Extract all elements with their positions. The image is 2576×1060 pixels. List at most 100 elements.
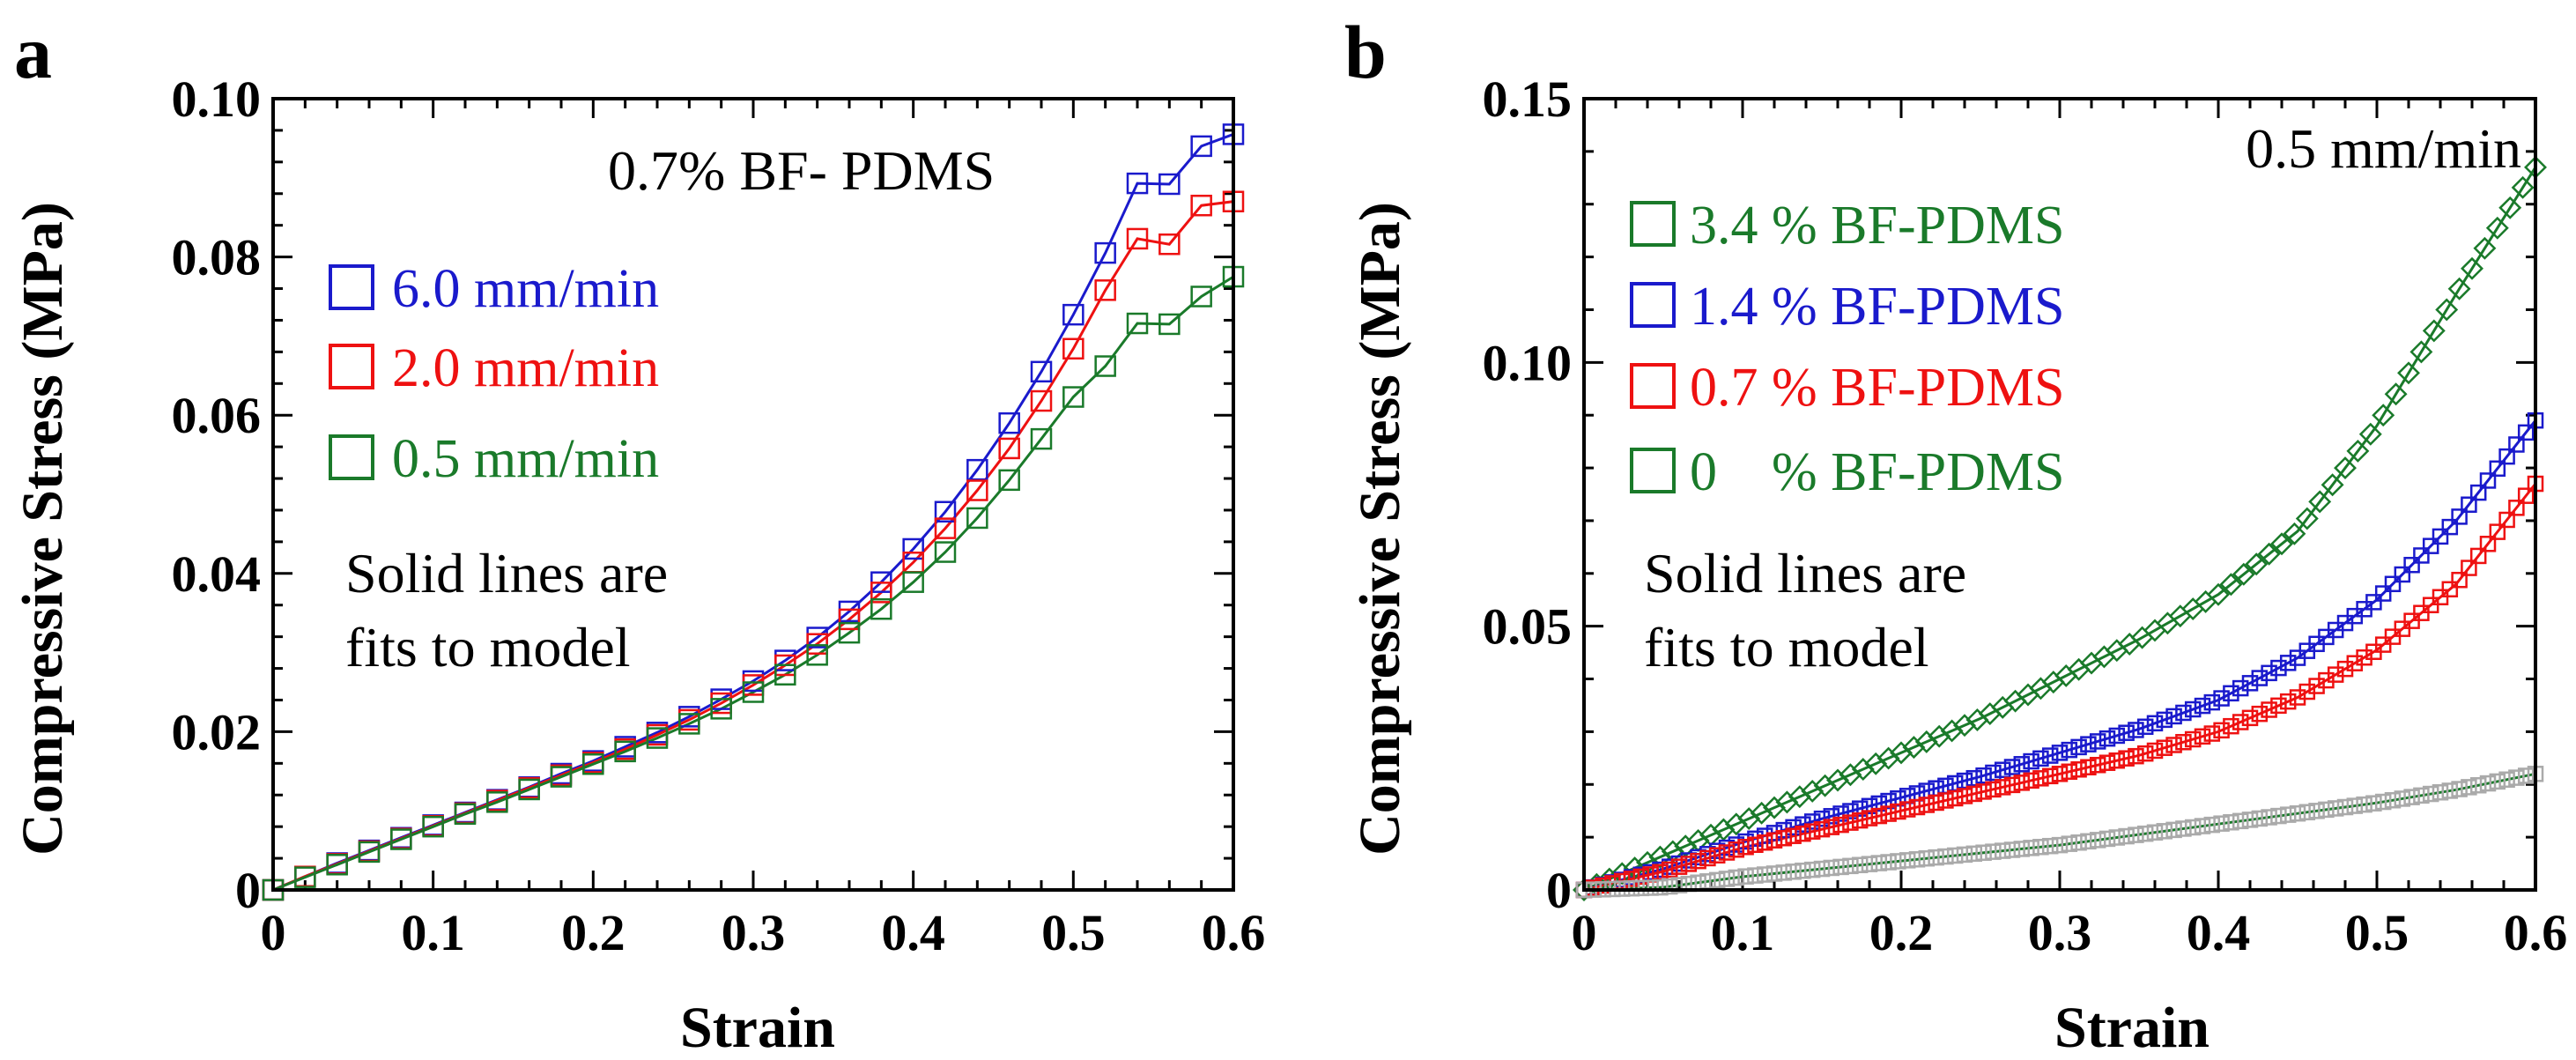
data-point-b-1	[2051, 745, 2069, 761]
data-point-b-0	[2321, 473, 2344, 497]
data-point-b-3	[2365, 795, 2382, 812]
data-point-b-1	[2498, 448, 2515, 465]
data-point-b-2	[2356, 649, 2372, 666]
panel-title-a: 0.7% BF- PDMS	[608, 139, 995, 202]
y-tick-label-a: 0.02	[172, 703, 262, 760]
data-point-b-1	[2061, 741, 2078, 759]
data-point-b-1	[1985, 764, 2002, 782]
data-point-b-3	[1756, 866, 1773, 883]
data-point-b-3	[2089, 832, 2106, 849]
data-point-b-3	[2261, 809, 2277, 826]
data-point-a-2	[518, 778, 540, 801]
data-point-b-3	[2374, 793, 2392, 811]
legend-b: 3.4 % BF-PDMS 1.4 % BF-PDMS 0.7 % BF-PDM…	[1630, 196, 2065, 502]
data-point-b-3	[1937, 848, 1954, 865]
legend-item-0: 0 % BF-PDMS	[1630, 442, 2065, 502]
legend-label-6mm: 6.0 mm/min	[392, 259, 659, 319]
data-point-b-3	[2308, 803, 2325, 819]
data-point-b-3	[1832, 858, 1849, 876]
legend-item-07: 0.7 % BF-PDMS	[1630, 358, 2065, 418]
x-tick-label-b: 0	[1572, 904, 1597, 961]
data-point-b-2	[2213, 722, 2230, 739]
data-point-b-2	[1832, 816, 1849, 834]
x-tick-label-a: 0.3	[722, 904, 786, 961]
data-point-b-3	[2289, 804, 2306, 822]
data-point-b-3	[2232, 812, 2249, 830]
data-point-b-0	[1801, 779, 1825, 803]
data-point-a-2	[422, 815, 444, 838]
legend-marker-6mm	[329, 264, 374, 310]
data-point-b-1	[1965, 769, 1983, 787]
data-point-b-3	[2003, 841, 2021, 858]
data-point-b-2	[1823, 819, 1840, 835]
data-point-b-1	[1861, 797, 1878, 815]
data-point-b-0	[2295, 507, 2319, 530]
data-point-b-3	[2251, 810, 2269, 827]
data-point-b-3	[1918, 849, 1936, 867]
y-tick-label-b: 0.15	[1483, 70, 1573, 128]
data-point-b-3	[2203, 816, 2221, 834]
data-point-b-3	[1785, 864, 1802, 880]
data-point-b-0	[1953, 714, 1976, 738]
data-point-b-1	[2165, 708, 2182, 725]
data-point-b-0	[2473, 236, 2497, 260]
data-point-b-1	[2203, 693, 2221, 711]
data-point-a-0	[1126, 172, 1149, 195]
data-point-b-3	[1851, 856, 1869, 873]
data-point-b-3	[1899, 852, 1916, 869]
data-point-b-1	[2365, 594, 2382, 611]
legend-marker-2mm	[329, 344, 374, 389]
data-point-b-3	[2451, 781, 2468, 797]
data-point-b-1	[1994, 761, 2011, 778]
tick-labels-a: 0 0.1 0.2 0.3 0.4 0.5 0.6 0 0.02 0.04 0.06 0.08 0.10	[172, 70, 1266, 961]
data-point-b-1	[1842, 803, 1859, 819]
data-point-b-0	[2435, 298, 2459, 322]
data-point-b-0	[1851, 758, 1875, 781]
data-point-b-0	[2207, 582, 2230, 606]
data-point-b-3	[1861, 856, 1878, 872]
data-point-b-2	[2241, 709, 2259, 727]
data-point-b-2	[2479, 536, 2497, 552]
data-point-a-1	[1062, 337, 1084, 360]
data-point-a-1	[870, 582, 892, 604]
annotation-b-line2: fits to model	[1644, 616, 1929, 678]
data-point-b-2	[2489, 523, 2506, 540]
data-point-b-1	[2517, 424, 2535, 441]
data-point-b-1	[2279, 655, 2297, 671]
data-point-b-3	[2194, 818, 2211, 834]
data-point-b-1	[1832, 805, 1849, 822]
data-point-b-2	[2318, 671, 2335, 689]
data-point-b-2	[1747, 836, 1764, 854]
data-point-b-1	[2089, 733, 2106, 750]
data-point-b-0	[1724, 812, 1748, 836]
data-point-b-2	[1965, 785, 1983, 803]
data-point-b-0	[1712, 818, 1736, 841]
data-point-a-2	[326, 854, 348, 876]
data-point-b-2	[1765, 832, 1783, 849]
data-point-b-1	[1870, 795, 1888, 812]
legend-label-05mm: 0.5 mm/min	[392, 429, 659, 489]
x-tick-label-a: 0.2	[561, 904, 625, 961]
data-point-b-1	[2261, 664, 2277, 682]
annotation-a-line2: fits to model	[345, 616, 631, 678]
data-point-b-1	[2422, 537, 2439, 554]
data-point-b-0	[2485, 216, 2509, 240]
data-point-b-3	[2080, 833, 2097, 850]
data-point-b-3	[2146, 824, 2164, 841]
data-point-b-2	[1851, 812, 1869, 829]
data-point-a-1	[998, 437, 1020, 460]
data-point-b-3	[2318, 801, 2335, 819]
x-tick-label-b: 0.2	[1869, 904, 1934, 961]
data-point-b-1	[2108, 727, 2126, 745]
data-point-b-3	[2184, 819, 2202, 836]
data-point-b-0	[2232, 562, 2255, 586]
data-point-b-3	[2279, 806, 2297, 823]
data-point-b-2	[1708, 847, 1726, 864]
data-point-a-1	[838, 608, 861, 631]
data-point-b-1	[2489, 460, 2506, 478]
data-point-b-3	[2136, 825, 2154, 842]
data-point-b-2	[2013, 775, 2031, 791]
data-point-b-3	[2128, 827, 2144, 843]
data-point-b-1	[2270, 659, 2287, 677]
